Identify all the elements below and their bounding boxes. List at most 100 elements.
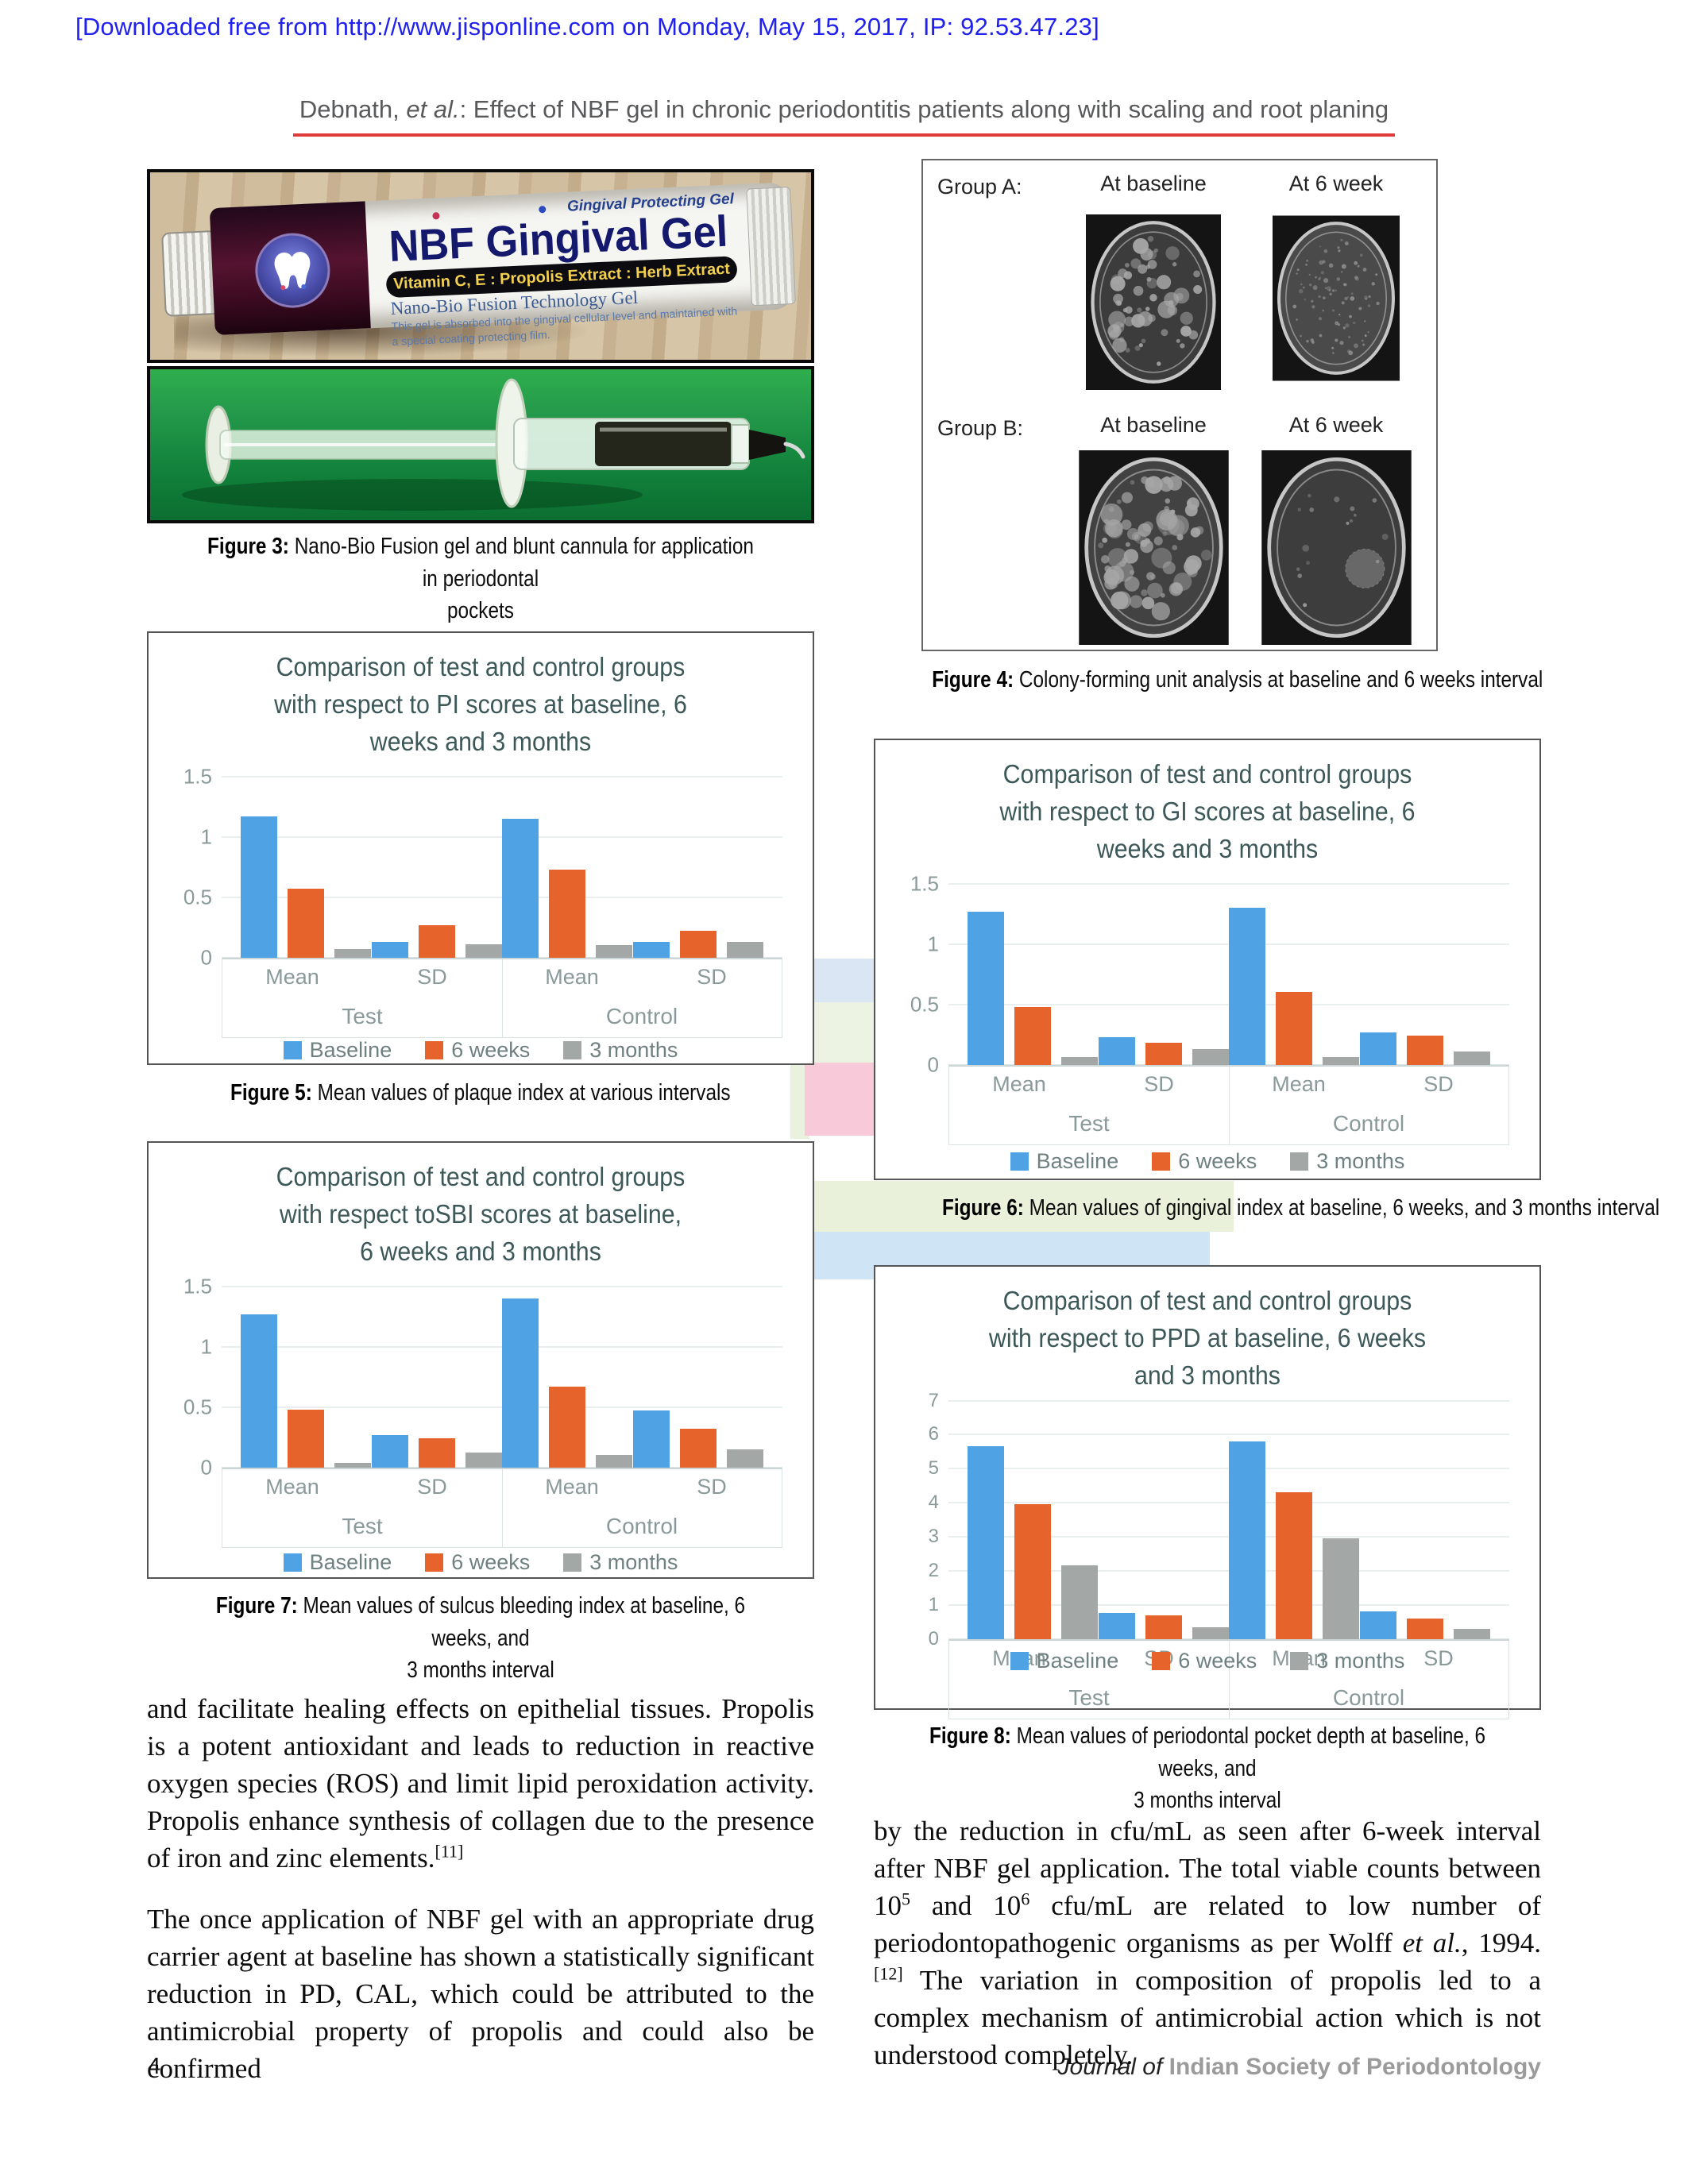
category-label: SD: [1144, 1072, 1174, 1097]
bar-clusters: [948, 1401, 1509, 1639]
groupB-6week-label: At 6 week: [1288, 413, 1384, 437]
bar-baseline: [241, 1314, 277, 1468]
legend-label: Baseline: [1036, 1149, 1119, 1174]
group-label-control: Control: [605, 1513, 678, 1538]
group-row: Test Control: [222, 1506, 782, 1547]
legend-label: 6 weeks: [451, 1038, 531, 1063]
journal-name-bold: Indian Society of Periodontology: [1168, 2054, 1541, 2080]
legend-swatch-icon: [1010, 1651, 1029, 1670]
bar-3-months: [596, 945, 633, 958]
figure6-caption: Figure 6: Mean values of gingival index …: [874, 1192, 1659, 1225]
bar-3-months: [726, 1449, 763, 1468]
group-row: Test Control: [222, 996, 782, 1037]
y-tick-label: 1: [200, 824, 212, 849]
group-label-control: Control: [1332, 1110, 1405, 1136]
y-tick-label: 5: [928, 1457, 939, 1480]
legend-label: 3 months: [1316, 1149, 1405, 1174]
gel-cartridge: [595, 422, 732, 466]
y-tick-label: 0.5: [183, 1395, 212, 1419]
figure4-row-groupA: Group A: At baseline At 6 week: [937, 172, 1422, 396]
bar-6-weeks: [1406, 1036, 1443, 1065]
legend-item-3-months: 3 months: [1290, 1649, 1404, 1673]
petri-dish-groupB-6week: [1261, 450, 1412, 645]
bar-cluster-mean: [502, 777, 633, 958]
gridline: [222, 1285, 782, 1287]
legend-swatch-icon: [425, 1041, 444, 1060]
bar-3-months: [726, 941, 763, 958]
bar-6-weeks: [679, 931, 717, 958]
journal-name-italic: Journal of: [1057, 2054, 1169, 2080]
groupA-6week-label: At 6 week: [1288, 172, 1384, 195]
bar-3-months: [1061, 1565, 1098, 1639]
bar-6-weeks: [1145, 1043, 1182, 1065]
bar-cluster-sd: [1098, 1401, 1229, 1639]
legend-label: 6 weeks: [451, 1549, 531, 1574]
gridline: [948, 1003, 1509, 1005]
paragraph: The once application of NBF gel with an …: [147, 1904, 814, 2084]
gridline: [948, 1433, 1509, 1436]
gridline: [222, 1406, 782, 1408]
running-head-text: Debnath, et al.: Effect of NBF gel in ch…: [292, 95, 1396, 137]
legend-swatch-icon: [1152, 1152, 1171, 1171]
legend-item-6-weeks: 6 weeks: [425, 1550, 530, 1575]
figure8-caption-label: Figure 8:: [929, 1723, 1011, 1749]
tube-label-white: Gingival Protecting Gel NBF Gingival Gel…: [365, 182, 795, 348]
category-label: SD: [1423, 1646, 1454, 1671]
running-head-title: : Effect of NBF gel in chronic periodont…: [459, 95, 1389, 123]
figure6-caption-label: Figure 6:: [942, 1195, 1024, 1221]
bar-cluster-sd: [632, 777, 763, 958]
bar-baseline: [241, 816, 277, 958]
bar-clusters: [948, 884, 1509, 1065]
paragraph: by the reduction in cfu/mL as seen after…: [874, 1815, 1541, 2070]
journal-name: Journal of Indian Society of Periodontol…: [874, 2054, 1541, 2081]
bar-baseline: [502, 1298, 539, 1468]
bar-3-months: [1323, 1057, 1360, 1065]
bar-cluster-sd: [1359, 1401, 1490, 1639]
figure5-caption-text: Mean values of plaque index at various i…: [312, 1080, 731, 1106]
bar-baseline: [1098, 1613, 1135, 1639]
chart-title: Comparison of test and control groups wi…: [276, 1162, 686, 1266]
legend-label: 3 months: [1316, 1648, 1405, 1673]
legend-item-baseline: Baseline: [283, 1550, 392, 1575]
groupB-baseline-label: At baseline: [1100, 413, 1207, 437]
bar-cluster-sd: [371, 1287, 502, 1468]
petri-dish-groupA-baseline: [1086, 214, 1221, 390]
chart-plot-area: 0 0.5 1 1.5: [910, 871, 1509, 1076]
bar-clusters: [222, 1287, 782, 1468]
figure4-caption-label: Figure 4:: [932, 667, 1014, 693]
paragraph: and facilitate healing effects on epithe…: [147, 1693, 814, 1873]
bar-cluster-mean: [1229, 884, 1360, 1065]
category-label: Mean: [265, 1475, 319, 1499]
y-tick-label: 2: [928, 1559, 939, 1581]
chart-plot-area: 0 1 2 3 4 5 6 7: [929, 1390, 1509, 1650]
bar-baseline: [502, 818, 539, 958]
bar-baseline: [968, 911, 1004, 1065]
y-tick-label: 4: [928, 1491, 939, 1514]
gridline: [948, 943, 1509, 945]
y-tick-label: 1: [927, 932, 939, 956]
chart-plot-area: 0 0.5 1 1.5: [183, 764, 782, 969]
figure4-caption-text: Colony-forming unit analysis at baseline…: [1014, 667, 1543, 693]
bar-6-weeks: [549, 1386, 586, 1468]
chart-title: Comparison of test and control groups wi…: [274, 652, 687, 756]
figure7-caption: Figure 7: Mean values of sulcus bleeding…: [147, 1590, 814, 1687]
y-tick-label: 3: [928, 1526, 939, 1547]
y-tick-label: 0: [928, 1627, 939, 1650]
legend-label: 3 months: [589, 1038, 678, 1063]
bar-cluster-mean: [241, 777, 371, 958]
figure8-chart: Comparison of test and control groups wi…: [874, 1265, 1541, 1719]
gridline: [948, 882, 1509, 885]
figure4-row-groupB: Group B: At baseline At 6 week: [937, 413, 1422, 645]
tube-crimped-tail: [746, 187, 796, 307]
bar-baseline: [371, 941, 408, 958]
category-row: Mean SD Mean SD: [949, 1067, 1508, 1103]
figure8-caption-text: Mean values of periodontal pocket depth …: [1016, 1723, 1486, 1814]
gridline: [222, 835, 782, 838]
barrel-neck: [731, 424, 750, 464]
figure3-syringe-photo: [147, 366, 814, 523]
axis-divider: [1229, 1066, 1230, 1144]
groupB-label: Group B:: [937, 416, 1024, 440]
